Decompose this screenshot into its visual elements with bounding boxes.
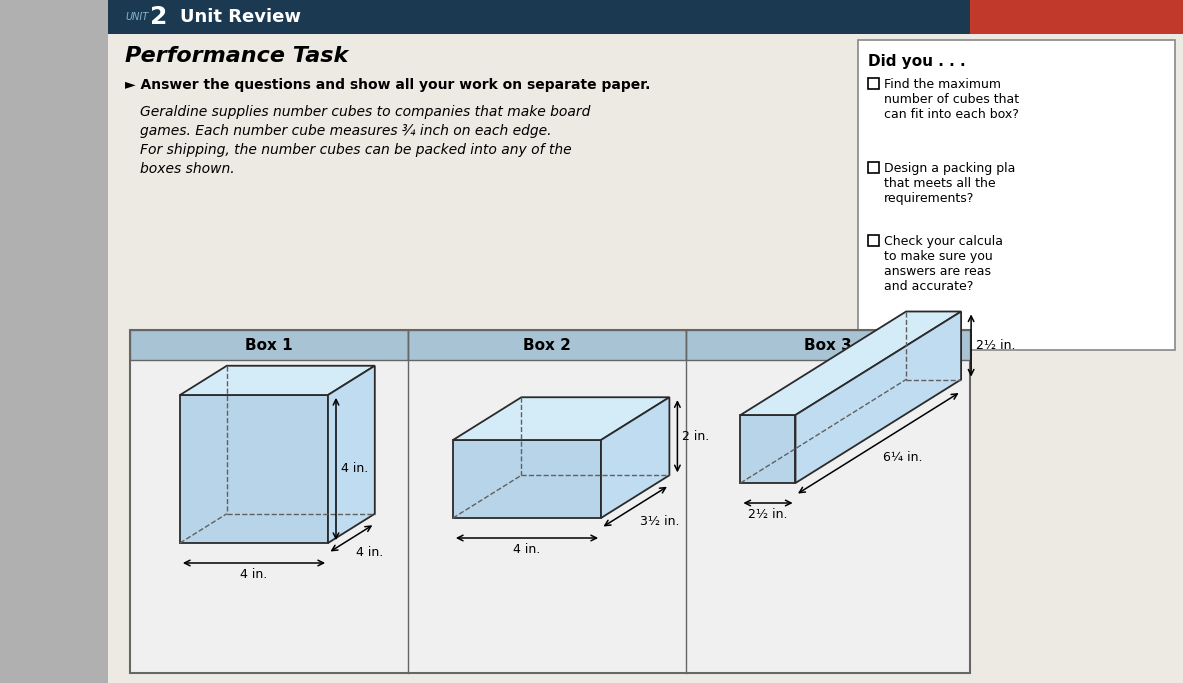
Text: UNIT: UNIT (125, 12, 148, 22)
Polygon shape (601, 398, 670, 518)
Text: 4 in.: 4 in. (240, 568, 267, 581)
Text: boxes shown.: boxes shown. (140, 162, 234, 176)
Text: Box 1: Box 1 (245, 337, 293, 352)
Text: 4 in.: 4 in. (513, 543, 541, 556)
Bar (408, 330, 686, 360)
Text: Geraldine supplies number cubes to companies that make board: Geraldine supplies number cubes to compa… (140, 105, 590, 119)
Text: Did you . . .: Did you . . . (868, 54, 965, 69)
Polygon shape (328, 366, 375, 543)
Polygon shape (795, 311, 961, 483)
Bar (868, 235, 879, 246)
Bar (686, 330, 970, 360)
Polygon shape (741, 311, 961, 415)
Text: 3½ in.: 3½ in. (640, 514, 680, 528)
Polygon shape (180, 366, 375, 395)
Bar (970, 0, 1183, 34)
Text: 6¼ in.: 6¼ in. (884, 451, 923, 464)
FancyBboxPatch shape (858, 40, 1175, 350)
Bar (868, 78, 879, 89)
Bar (868, 162, 879, 173)
Text: 2: 2 (150, 5, 167, 29)
Polygon shape (180, 395, 328, 543)
Polygon shape (741, 415, 795, 483)
Polygon shape (453, 398, 670, 440)
Text: 2½ in.: 2½ in. (976, 339, 1015, 352)
Text: Performance Task: Performance Task (125, 46, 348, 66)
Text: games. Each number cube measures ¾ inch on each edge.: games. Each number cube measures ¾ inch … (140, 124, 551, 138)
Bar (130, 330, 970, 673)
Text: Box 3: Box 3 (804, 337, 852, 352)
Text: For shipping, the number cubes can be packed into any of the: For shipping, the number cubes can be pa… (140, 143, 571, 157)
Bar (108, 0, 1183, 34)
Text: 4 in.: 4 in. (356, 546, 383, 559)
Text: Design a packing pla
that meets all the
requirements?: Design a packing pla that meets all the … (884, 162, 1015, 205)
Bar (130, 330, 408, 360)
Text: ► Answer the questions and show all your work on separate paper.: ► Answer the questions and show all your… (125, 78, 651, 92)
Text: Unit Review: Unit Review (180, 8, 300, 26)
Text: 2½ in.: 2½ in. (749, 508, 788, 521)
Text: Find the maximum
number of cubes that
can fit into each box?: Find the maximum number of cubes that ca… (884, 78, 1019, 121)
Polygon shape (453, 440, 601, 518)
Text: 4 in.: 4 in. (341, 462, 368, 475)
Text: 2 in.: 2 in. (683, 430, 710, 443)
Text: Check your calcula
to make sure you
answers are reas
and accurate?: Check your calcula to make sure you answ… (884, 235, 1003, 293)
Text: Box 2: Box 2 (523, 337, 571, 352)
